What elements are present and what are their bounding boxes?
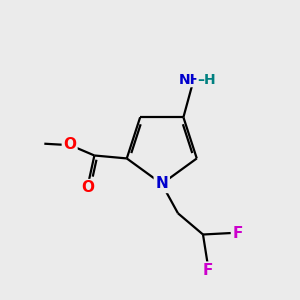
Text: –H: –H	[197, 73, 216, 87]
Text: N: N	[155, 176, 168, 191]
Text: F: F	[202, 263, 213, 278]
Text: O: O	[63, 137, 76, 152]
Text: O: O	[81, 180, 94, 195]
Text: NH: NH	[179, 73, 202, 87]
Text: F: F	[232, 226, 243, 241]
